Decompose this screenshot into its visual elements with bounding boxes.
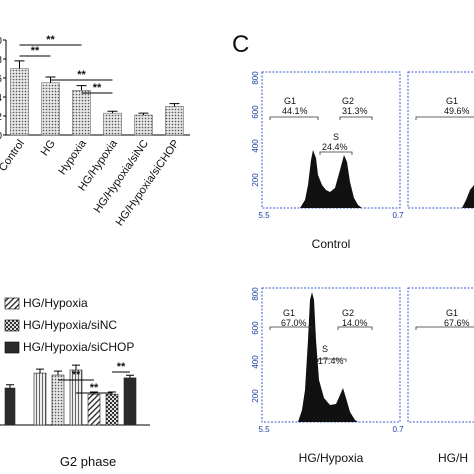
error-bar: [6, 384, 14, 389]
error-bar: [36, 368, 44, 374]
bar: [134, 114, 153, 136]
gate-bracket: [415, 116, 474, 120]
bar: [123, 377, 137, 426]
bar: [4, 387, 16, 426]
error-bar: [138, 112, 149, 116]
y-tick-label: 400: [251, 355, 260, 369]
gate-label: G1: [284, 96, 296, 106]
plot-frame: [261, 71, 401, 209]
error-bar: [76, 85, 87, 91]
y-tick-label: 400: [251, 139, 260, 153]
plot-frame: [407, 287, 474, 423]
significance-label: **: [90, 382, 99, 394]
gate-label: G2: [342, 96, 354, 106]
y-tick-label: 0.8: [0, 55, 2, 66]
gate-label: G1: [446, 308, 458, 318]
gate-bracket: [269, 116, 373, 155]
y-tick-label: 200: [251, 173, 260, 187]
bar: [105, 393, 119, 426]
y-tick-label: 0: [0, 131, 2, 142]
significance-label: **: [77, 69, 86, 81]
histogram: [298, 292, 358, 422]
legend-swatch: [4, 297, 20, 310]
gate-value: 14.0%: [342, 318, 368, 328]
bar: [33, 372, 47, 426]
x-tick-label: Hypoxia: [56, 137, 89, 177]
significance-label: **: [117, 361, 126, 373]
x-tick-label: HG/Hypoxia/siNC: [92, 138, 151, 216]
legend-swatch: [4, 319, 20, 332]
x-tick-label: Control: [0, 138, 27, 174]
legend-label: HG/Hypoxia/siNC: [23, 318, 117, 332]
gate-value: 67.6%: [444, 318, 470, 328]
bar: [165, 106, 184, 136]
error-bar: [126, 374, 134, 378]
gate-value: 44.1%: [282, 106, 308, 116]
flow-plot: 800 600 400 200 5.5 0.7 G1 44.1% G2 31.3…: [251, 71, 404, 251]
flow-plot: G1 49.6%: [407, 71, 474, 209]
gate-bracket: [269, 326, 373, 362]
legend-swatch: [4, 341, 20, 354]
gate-label: G1: [446, 96, 458, 106]
gate-value: 24.4%: [322, 142, 348, 152]
error-bar: [72, 364, 80, 370]
y-tick-label: 800: [251, 71, 260, 85]
histogram: [462, 185, 474, 208]
x-tick-label: 0.7: [392, 211, 404, 220]
legend-label: HG/Hypoxia: [23, 296, 88, 310]
plot-frame: [407, 71, 474, 209]
gate-label: S: [322, 344, 328, 354]
plot-caption: HG/Hypoxia: [299, 451, 364, 465]
legend-label: HG/Hypoxia/siCHOP: [23, 340, 134, 354]
plot-caption: Control: [312, 237, 351, 251]
x-tick-label: HG: [39, 138, 58, 158]
gate-bracket: [415, 326, 474, 330]
y-tick-label: 0.4: [0, 93, 2, 104]
error-bar: [169, 103, 180, 107]
bar: [72, 90, 91, 136]
histogram: [300, 150, 362, 208]
significance-label: **: [46, 34, 55, 46]
gate-value: 17.4%: [318, 356, 344, 366]
y-tick-label: 1.0: [0, 36, 2, 47]
bar: [87, 393, 101, 426]
panel-label: C: [232, 31, 249, 58]
bar: [103, 112, 122, 136]
bar: [41, 82, 60, 136]
x-tick-label: 5.5: [258, 211, 270, 220]
gate-value: 67.0%: [281, 318, 307, 328]
significance-label: **: [72, 369, 81, 381]
bar: [51, 374, 65, 426]
significance-label: **: [31, 45, 40, 57]
flow-plot: G1 67.6% HG/H: [407, 287, 474, 465]
gate-label: S: [333, 132, 339, 142]
error-bar: [107, 110, 118, 114]
x-tick-label: 5.5: [258, 425, 270, 434]
y-tick-label: 0.6: [0, 74, 2, 85]
gate-value: 49.6%: [444, 106, 470, 116]
plot-caption: HG/H: [438, 451, 468, 465]
bar: [10, 68, 29, 136]
error-bar: [14, 60, 25, 69]
x-tick-label: 0.7: [392, 425, 404, 434]
gate-label: G2: [342, 308, 354, 318]
y-tick-label: 600: [251, 321, 260, 335]
y-tick-label: 800: [251, 287, 260, 301]
gate-label: G1: [283, 308, 295, 318]
y-tick-label: 0.2: [0, 112, 2, 123]
error-bar: [54, 370, 62, 376]
y-tick-label: 600: [251, 105, 260, 119]
x-axis-label: G2 phase: [60, 454, 116, 469]
flow-plot: 800 600 400 200 5.5 0.7 G1 67.0% G2 14.0…: [251, 287, 404, 465]
gate-value: 31.3%: [342, 106, 368, 116]
y-tick-label: 200: [251, 389, 260, 403]
significance-label: **: [93, 82, 102, 94]
